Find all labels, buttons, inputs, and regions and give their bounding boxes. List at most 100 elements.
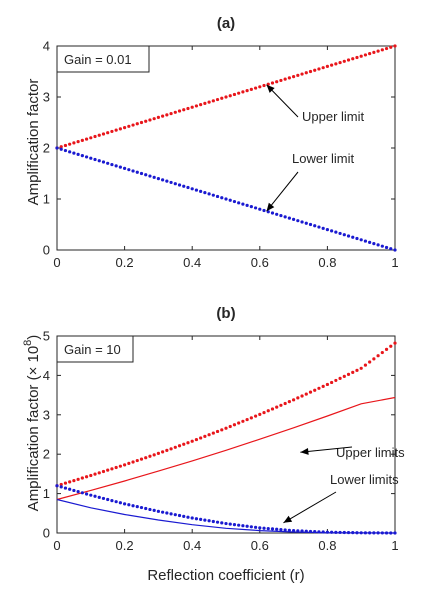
panel-a-series-1-point [190,187,194,191]
panel-a-series-1-point [118,165,122,169]
panel-a-series-0-point [334,62,338,66]
panel-b-series-2-point [165,511,169,515]
panel-a-annotation-arrow-head [266,202,275,212]
panel-a-series-0-point [97,133,101,137]
panel-b-series-2-point [148,507,152,512]
panel-a-series-1-point [131,169,135,173]
panel-b-series-0-point [275,405,279,409]
panel-a-series-0-point [228,94,232,98]
panel-a-series-1-point [144,173,148,177]
panel-b-series-0-point [106,468,110,472]
panel-a-series-1-point [283,215,287,219]
panel-a-series-1-point [313,224,317,228]
panel-a-series-0-point [148,118,152,122]
panel-b-series-2-point [118,501,122,505]
panel-a-series-0-point [355,55,359,60]
panel-b-series-0-point [376,354,380,358]
panel-b-series-0-point [287,400,291,404]
panel-b-series-2-point [127,503,131,507]
panel-b-series-2-point [139,505,144,510]
panel-a-series-0-point [325,64,329,68]
panel-b-series-2-point [186,515,190,519]
panel-b-series-2-point [169,512,173,516]
panel-a-axes-box [56,45,396,251]
panel-a-series-0-point [304,71,308,75]
panel-a-y-tick-label: 0 [43,243,50,258]
panel-b-annotation-arrow-shaft [283,491,337,524]
panel-a-series-0-point [207,100,211,104]
panel-a-series-1-point [215,194,220,199]
panel-b-series-2-point [76,490,80,494]
panel-a-series-1-point [148,174,152,178]
panel-b-series-0-point [89,473,93,478]
panel-b-series-0-point [169,447,173,451]
panel-b-series-0-point [194,437,199,442]
panel-b-series-2-point [279,528,283,532]
panel-a-series-1-point [106,161,110,165]
panel-b-series-0-point [266,409,270,413]
panel-a-series-1-point [393,248,397,252]
panel-b-series-2-point [101,496,106,501]
panel-a-series-1-point [211,193,215,197]
panel-b-series-2-point [97,495,101,499]
panel-b-series-2-point [68,487,72,491]
panel-b-title: (b) [216,305,235,322]
panel-b-series-2-point [270,527,275,531]
panel-b-series-0-point [342,374,346,378]
panel-a-series-0-point [368,52,372,56]
panel-b-series-2-point [93,494,97,498]
panel-b-series-0-point [101,469,106,474]
panel-a-series-1-point [279,213,283,218]
panel-b-series-2-point [63,486,68,490]
panel-a-series-1-point [321,226,325,230]
panel-b-series-0-point [363,363,368,367]
panel-b-series-0-point [249,416,253,420]
panel-a-series-1-point [97,159,101,163]
panel-b-annotation-arrow-head [300,447,309,455]
panel-a-series-0-point [93,134,97,139]
panel-a-series-1-point [114,164,118,168]
panel-a-series-1-point [351,235,355,239]
panel-a-series-1-point [135,170,139,174]
panel-b-series-2-point [232,523,237,527]
panel-b-series-2-point [144,506,148,511]
panel-a-series-1-point [317,225,321,229]
panel-b-axes-box [56,335,396,534]
panel-b-series-2-point [131,504,135,508]
panel-a-series-1-point [300,220,304,224]
panel-a-series-0-point [139,120,144,125]
panel-b-x-tick-label: 0.4 [183,538,201,553]
panel-b-series-0-point [165,448,169,452]
panel-a-series-0-point [106,131,110,135]
panel-b-series-0-point [220,428,224,432]
panel-a-series-1-point [253,206,258,210]
panel-b-y-tick-label: 2 [43,447,50,462]
panel-b-y-tick-label: 1 [43,486,50,501]
panel-b-series-0-point [228,424,232,429]
panel-a-series-1-point [376,243,380,247]
panel-a-series-1-point [59,147,63,151]
panel-b-series-2-point [59,485,63,489]
panel-a-x-tick-label: 0.4 [183,255,201,270]
panel-a-series-0-point [253,86,258,90]
panel-a-series-0-point [127,124,131,128]
panel-a-series-1-point [139,171,144,176]
panel-a-series-0-point [384,46,389,51]
panel-a-series-0-point [359,54,363,58]
panel-b-series-0-point [308,390,313,394]
panel-b-series-0-point [258,412,262,417]
panel-b-series-2-point [55,484,59,488]
panel-b-series-2-point [199,517,203,522]
panel-a-x-tick-label: 0.6 [251,255,269,270]
panel-b-series-0-point [80,476,84,480]
panel-a-series-1-point [287,216,291,220]
panel-b-y-tick-label: 3 [43,407,50,422]
panel-b-series-0-point [304,392,308,396]
panel-b-series-0-point [135,458,139,463]
panel-b-series-0-point [199,436,203,440]
panel-a-series-0-point [279,78,283,83]
panel-b-series-2-point [283,528,287,532]
panel-b-series-2-point [80,491,84,495]
panel-a-series-1-point [63,148,68,153]
panel-b-series-0-point [253,414,258,418]
